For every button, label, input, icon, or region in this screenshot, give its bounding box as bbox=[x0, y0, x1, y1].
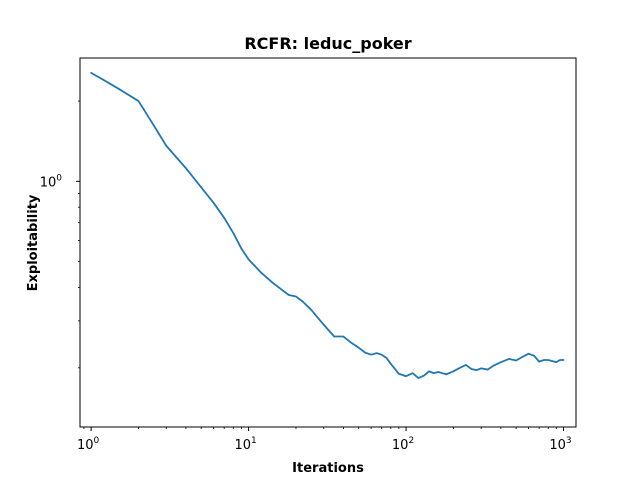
chart-title: RCFR: leduc_poker bbox=[244, 34, 411, 53]
x-tick-label: 102 bbox=[392, 436, 414, 453]
plot-area bbox=[90, 72, 565, 380]
y-axis: 100 bbox=[40, 100, 80, 369]
x-axis-label: Iterations bbox=[292, 461, 364, 476]
series-line-0 bbox=[90, 72, 565, 380]
y-tick-label: 100 bbox=[40, 173, 63, 190]
x-tick-label: 103 bbox=[549, 436, 571, 453]
x-tick-label: 100 bbox=[77, 436, 100, 453]
x-tick-label: 101 bbox=[234, 436, 256, 453]
x-axis: 100 101 102 103 bbox=[77, 427, 572, 453]
y-axis-label: Exploitability bbox=[26, 194, 41, 291]
plot-frame bbox=[79, 57, 577, 428]
